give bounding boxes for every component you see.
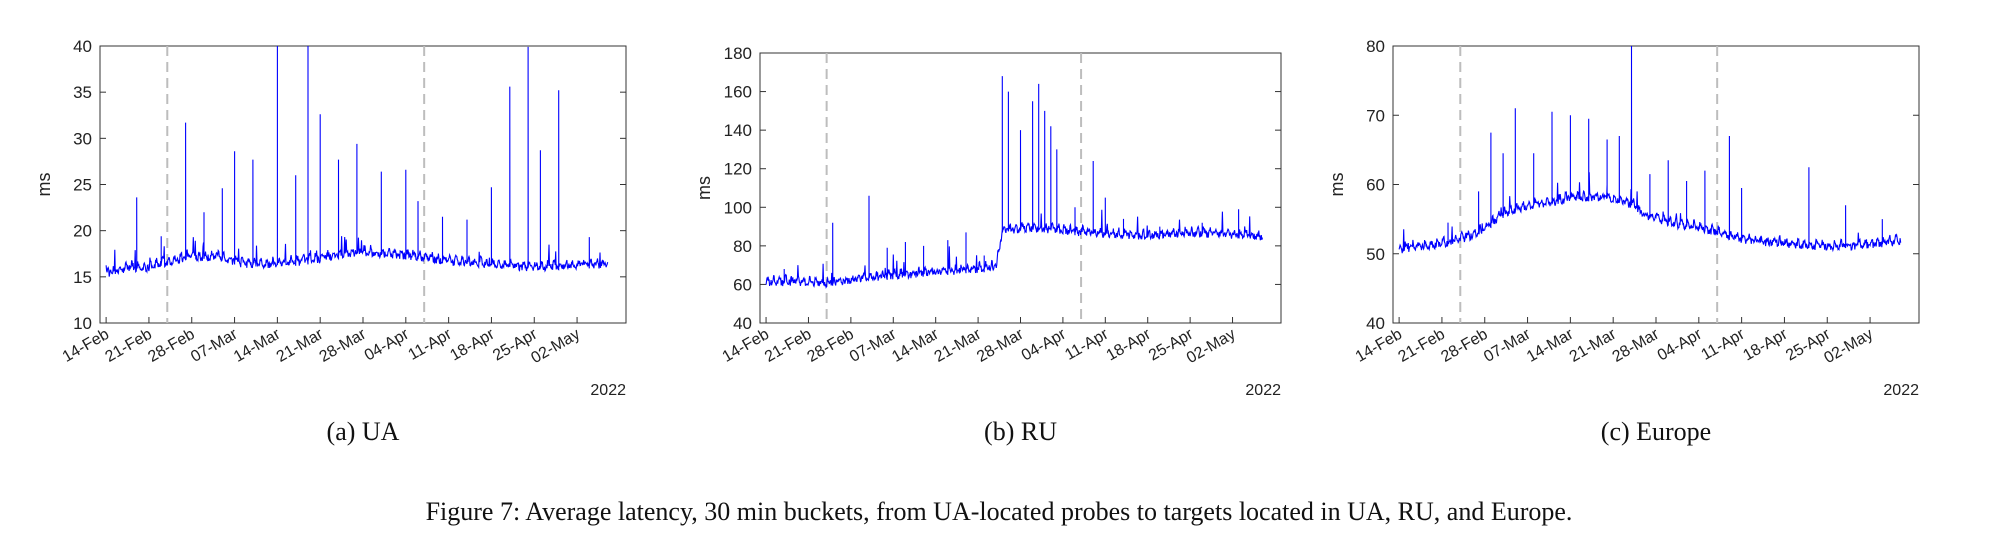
y-tick-label: 35	[73, 83, 92, 102]
x-tick-label: 21-Feb	[1396, 326, 1448, 366]
plot-frame	[99, 45, 627, 324]
x-tick-label: 04-Apr	[1655, 325, 1706, 364]
y-axis-label: ms	[1327, 173, 1347, 197]
y-tick-label: 160	[724, 83, 752, 102]
x-tick-label: 07-Mar	[1481, 325, 1534, 365]
x-tick-label: 28-Mar	[1610, 325, 1663, 365]
year-label: 2022	[1883, 382, 1919, 399]
y-tick-label: 20	[73, 222, 92, 241]
y-tick-label: 70	[1366, 106, 1385, 125]
figure-caption: Figure 7: Average latency, 30 min bucket…	[426, 497, 1573, 526]
x-tick-label: 18-Apr	[1740, 325, 1791, 364]
y-tick-label: 30	[73, 129, 92, 148]
y-tick-label: 40	[73, 37, 92, 56]
y-axis-label: ms	[694, 176, 714, 200]
y-tick-label: 80	[733, 237, 752, 256]
subcaption: (b) RU	[984, 417, 1057, 446]
year-label: 2022	[1245, 382, 1281, 399]
x-tick-label: 21-Mar	[274, 325, 327, 365]
y-tick-label: 140	[724, 121, 752, 140]
x-tick-label: 11-Apr	[1062, 325, 1112, 363]
chart-europe: 405060708014-Feb21-Feb28-Feb07-Mar14-Mar…	[1327, 37, 1920, 446]
plot-frame	[1392, 45, 1920, 324]
x-tick-label: 28-Feb	[1438, 326, 1490, 366]
chart-ru: 40608010012014016018014-Feb21-Feb28-Feb0…	[694, 44, 1282, 446]
y-tick-label: 120	[724, 160, 752, 179]
x-tick-label: 28-Feb	[804, 326, 856, 366]
y-tick-label: 60	[1366, 176, 1385, 195]
subcaption: (c) Europe	[1601, 417, 1711, 446]
x-tick-label: 04-Apr	[1019, 325, 1070, 364]
x-tick-label: 28-Feb	[145, 326, 197, 366]
x-tick-label: 07-Mar	[847, 325, 900, 365]
x-tick-label: 02-May	[1821, 326, 1876, 367]
year-label: 2022	[590, 382, 626, 399]
x-tick-label: 18-Apr	[1104, 325, 1155, 364]
x-tick-label: 11-Apr	[406, 325, 456, 363]
x-tick-label: 02-May	[1184, 326, 1239, 367]
chart-ua: 1015202530354014-Feb21-Feb28-Feb07-Mar14…	[34, 37, 627, 446]
series-line	[1398, 45, 1902, 254]
series-line	[105, 46, 609, 277]
x-tick-label: 21-Feb	[762, 326, 814, 366]
y-tick-label: 25	[73, 176, 92, 195]
x-tick-label: 18-Apr	[447, 325, 498, 364]
y-tick-label: 60	[733, 275, 752, 294]
x-tick-label: 11-Apr	[1699, 325, 1749, 363]
x-tick-label: 28-Mar	[317, 325, 370, 365]
y-tick-label: 50	[1366, 245, 1385, 264]
series-line	[765, 76, 1264, 289]
x-tick-label: 07-Mar	[188, 325, 241, 365]
x-tick-label: 14-Mar	[231, 325, 284, 365]
x-tick-label: 28-Mar	[974, 325, 1027, 365]
subcaption: (a) UA	[327, 417, 400, 446]
y-tick-label: 10	[73, 314, 92, 333]
y-tick-label: 180	[724, 44, 752, 63]
y-axis-label: ms	[34, 173, 54, 197]
x-tick-label: 02-May	[528, 326, 583, 367]
x-tick-label: 21-Mar	[1567, 325, 1620, 365]
x-tick-label: 14-Mar	[1524, 325, 1577, 365]
y-tick-label: 80	[1366, 37, 1385, 56]
y-tick-label: 40	[733, 314, 752, 333]
x-tick-label: 04-Apr	[362, 325, 413, 364]
x-tick-label: 21-Feb	[103, 326, 155, 366]
y-tick-label: 100	[724, 198, 752, 217]
x-tick-label: 21-Mar	[932, 325, 985, 365]
y-tick-label: 15	[73, 268, 92, 287]
y-tick-label: 40	[1366, 314, 1385, 333]
x-tick-label: 14-Mar	[889, 325, 942, 365]
